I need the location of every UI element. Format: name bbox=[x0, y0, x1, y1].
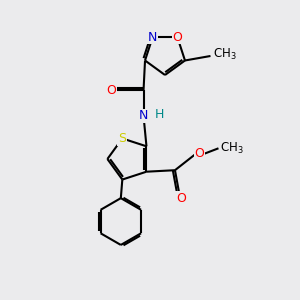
Text: N: N bbox=[148, 31, 157, 44]
Text: H: H bbox=[155, 108, 164, 121]
Text: N: N bbox=[139, 110, 148, 122]
Text: CH$_3$: CH$_3$ bbox=[220, 141, 244, 156]
Text: O: O bbox=[176, 192, 186, 205]
Text: O: O bbox=[195, 147, 205, 160]
Text: O: O bbox=[172, 31, 182, 44]
Text: S: S bbox=[118, 132, 126, 145]
Text: CH$_3$: CH$_3$ bbox=[213, 47, 237, 62]
Text: O: O bbox=[106, 84, 116, 97]
